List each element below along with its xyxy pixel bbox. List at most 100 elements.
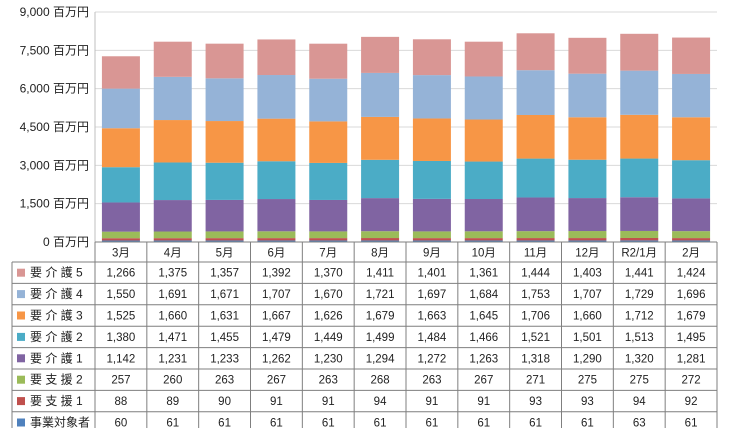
- data-label: 61: [581, 418, 594, 428]
- bar-segment: [257, 199, 296, 232]
- y-tick-label: 3,000 百万円: [20, 158, 89, 172]
- data-label: 93: [529, 396, 542, 408]
- data-label: 1,281: [677, 353, 706, 365]
- data-label: 1,707: [262, 289, 291, 301]
- legend-key: [17, 418, 25, 427]
- data-label: 1,697: [418, 289, 447, 301]
- data-label: 1,479: [262, 332, 291, 344]
- bar-segment: [309, 162, 348, 200]
- bar-segment: [516, 197, 555, 232]
- y-tick-label: 0 百万円: [43, 235, 89, 249]
- data-label: 263: [215, 375, 234, 387]
- data-label: 88: [115, 396, 128, 408]
- bar-segment: [153, 240, 192, 242]
- gridlines: [95, 11, 717, 243]
- data-label: 1,231: [158, 353, 187, 365]
- category-label: 2月: [682, 248, 700, 260]
- category-label: 11月: [524, 248, 547, 260]
- data-label: 63: [633, 418, 646, 428]
- data-label: 1,667: [262, 311, 291, 323]
- bar-segment: [361, 116, 400, 160]
- category-label: 12月: [575, 248, 599, 260]
- data-label: 1,679: [366, 311, 395, 323]
- bar-segment: [620, 197, 659, 231]
- bar-segment: [672, 240, 711, 242]
- y-tick-label: 9,000 百万円: [20, 5, 89, 19]
- legend-key: [17, 397, 25, 406]
- bar-segment: [516, 240, 555, 242]
- data-label: 267: [474, 375, 493, 387]
- data-label: 260: [163, 375, 182, 387]
- data-label: 268: [370, 375, 389, 387]
- y-tick-label: 7,500 百万円: [20, 43, 89, 57]
- bar-segment: [101, 238, 140, 241]
- bar-segment: [672, 117, 711, 161]
- bar-segment: [672, 160, 711, 199]
- bar-segment: [153, 120, 192, 163]
- legend-label: 事業対象者: [30, 416, 90, 428]
- data-label: 61: [166, 418, 179, 428]
- bar-segment: [568, 238, 607, 241]
- y-axis: 0 百万円 1,500 百万円 3,000 百万円 4,500 百万円 6,000 百万…: [20, 5, 96, 249]
- data-label: 1,501: [573, 332, 602, 344]
- bar-segment: [205, 238, 244, 241]
- bar-segment: [309, 121, 348, 163]
- data-label: 1,631: [210, 311, 239, 323]
- data-label: 90: [218, 396, 231, 408]
- data-label: 1,753: [521, 289, 550, 301]
- legend-label: 要 介 護 4: [30, 286, 83, 301]
- bar-segment: [516, 114, 555, 159]
- category-label: R2/1月: [621, 248, 657, 260]
- bar-segment: [464, 199, 503, 232]
- data-label: 1,262: [262, 353, 291, 365]
- category-label: 7月: [319, 248, 337, 260]
- data-label: 1,403: [573, 268, 602, 280]
- bar-segment: [153, 76, 192, 121]
- data-label: 1,401: [418, 268, 447, 280]
- data-label: 1,706: [521, 311, 550, 323]
- data-label: 61: [374, 418, 387, 428]
- data-label: 60: [115, 418, 128, 428]
- bar-segment: [412, 160, 451, 199]
- bar-segment: [672, 37, 711, 74]
- bar-segment: [205, 121, 244, 163]
- bar-segment: [568, 240, 607, 242]
- data-label: 257: [111, 375, 130, 387]
- data-label: 1,696: [677, 289, 706, 301]
- data-label: 267: [267, 375, 286, 387]
- data-label: 1,513: [625, 332, 654, 344]
- bar-segment: [464, 76, 503, 120]
- y-tick-label: 4,500 百万円: [20, 120, 89, 134]
- bar-segment: [361, 72, 400, 117]
- category-label: 4月: [164, 248, 182, 260]
- bar-segment: [516, 158, 555, 198]
- bar-segment: [568, 159, 607, 199]
- data-label: 263: [319, 375, 338, 387]
- bar-segment: [257, 75, 296, 119]
- bar-segment: [309, 199, 348, 232]
- legend-label: 要 介 護 5: [30, 265, 83, 280]
- data-label: 1,671: [210, 289, 239, 301]
- data-label: 275: [578, 375, 597, 387]
- bar-segment: [257, 238, 296, 241]
- data-label: 1,370: [314, 268, 343, 280]
- bar-segment: [205, 43, 244, 79]
- bar-segment: [620, 230, 659, 238]
- data-label: 1,471: [158, 332, 187, 344]
- y-tick-label: 6,000 百万円: [20, 82, 89, 96]
- bar-segment: [568, 117, 607, 160]
- bar-segment: [464, 240, 503, 242]
- bar-segment: [101, 128, 140, 168]
- data-label: 1,626: [314, 311, 343, 323]
- data-label: 1,495: [677, 332, 706, 344]
- data-label: 61: [477, 418, 490, 428]
- bar-segment: [464, 119, 503, 162]
- bar-segment: [620, 158, 659, 198]
- bar-segment: [153, 200, 192, 232]
- data-label: 1,411: [366, 268, 394, 280]
- bar-segment: [620, 33, 659, 71]
- data-label: 1,424: [677, 268, 706, 280]
- data-label: 91: [270, 396, 283, 408]
- data-label: 275: [630, 375, 649, 387]
